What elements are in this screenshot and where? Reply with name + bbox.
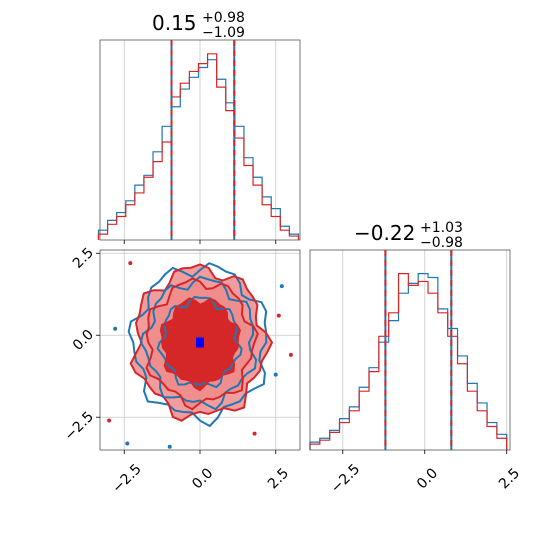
x-tick-label: 2.5 bbox=[265, 465, 292, 492]
scatter-point bbox=[107, 418, 112, 423]
title-top-left: 0.15 +0.98 −1.09 bbox=[152, 10, 245, 41]
scatter-point bbox=[252, 431, 257, 436]
scatter-point bbox=[288, 352, 293, 357]
scatter-point bbox=[276, 313, 281, 318]
scatter-point bbox=[125, 441, 130, 446]
histogram-series bbox=[97, 59, 300, 240]
y-tick-label: −2.5 bbox=[62, 409, 97, 444]
scatter-point bbox=[273, 372, 278, 377]
scatter-point bbox=[167, 444, 172, 449]
histogram-series bbox=[97, 53, 300, 240]
x-tick-label: −2.5 bbox=[109, 461, 144, 496]
title-upper-error: +0.98 bbox=[202, 10, 245, 26]
contour-line-series-a bbox=[127, 262, 268, 428]
y-tick-label: 0.0 bbox=[70, 327, 97, 354]
contour-line-series-b bbox=[159, 297, 241, 392]
title-median: −0.22 bbox=[354, 221, 415, 245]
histogram-panel-bottom-right: −2.5 0.0 2.5 bbox=[309, 249, 523, 497]
contour-line-series-b bbox=[145, 277, 259, 411]
y-tick-label: 2.5 bbox=[70, 245, 97, 272]
scatter-point bbox=[128, 261, 133, 266]
title-bottom-right: −0.22 +1.03 −0.98 bbox=[354, 220, 463, 251]
histogram-series bbox=[309, 273, 508, 450]
axes-frame bbox=[309, 249, 511, 451]
title-lower-error: −1.09 bbox=[202, 25, 245, 41]
contour-line-series-a bbox=[156, 295, 243, 389]
title-upper-error: +1.03 bbox=[420, 220, 463, 236]
x-tick-label: 0.0 bbox=[189, 465, 216, 492]
x-tick-label: 0.0 bbox=[414, 465, 441, 492]
scatter-point bbox=[113, 326, 118, 331]
x-tick-label: −2.5 bbox=[328, 461, 363, 496]
histogram-panel-top-left bbox=[97, 39, 301, 244]
title-median: 0.15 bbox=[152, 11, 197, 35]
histogram-series bbox=[309, 273, 508, 450]
scatter-point bbox=[279, 284, 284, 289]
center-marker bbox=[196, 337, 204, 348]
title-lower-error: −0.98 bbox=[420, 235, 463, 251]
x-tick-label: 2.5 bbox=[496, 465, 523, 492]
contour-panel-bottom-left: −2.5 0.0 2.5 −2.5 0.0 2.5 bbox=[62, 245, 301, 497]
